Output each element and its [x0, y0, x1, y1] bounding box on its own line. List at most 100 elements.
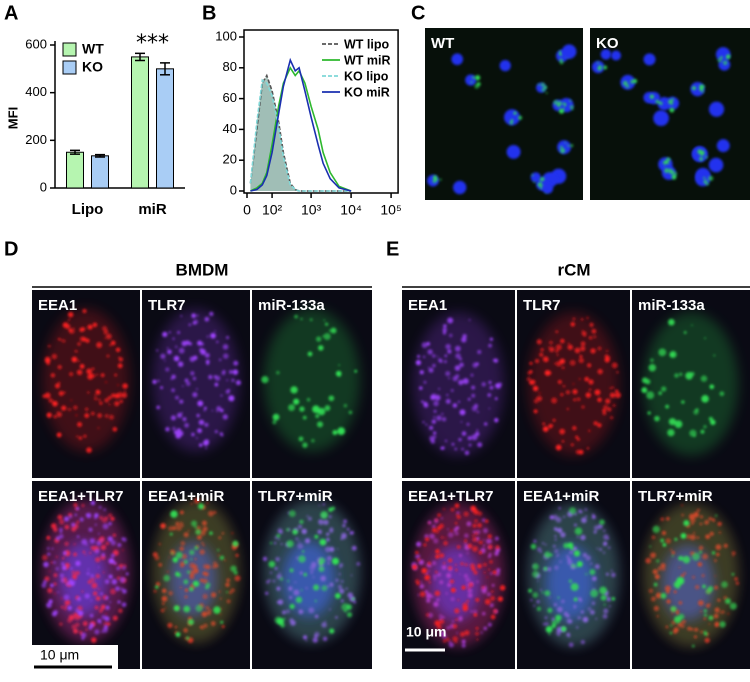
- puncta: [681, 400, 685, 404]
- puncta: [464, 450, 470, 456]
- puncta: [184, 422, 189, 428]
- puncta: [529, 380, 534, 385]
- puncta: [53, 415, 57, 419]
- puncta: [184, 379, 187, 382]
- puncta: [669, 352, 675, 358]
- puncta: [548, 346, 550, 349]
- puncta: [438, 387, 441, 390]
- puncta: [443, 360, 447, 364]
- x-tick-label: 10²: [262, 202, 283, 218]
- puncta: [650, 358, 654, 363]
- puncta: [105, 605, 110, 610]
- puncta: [549, 340, 553, 345]
- puncta: [319, 538, 327, 546]
- puncta: [656, 559, 660, 563]
- panel-letter: B: [202, 2, 216, 24]
- puncta: [488, 380, 492, 384]
- puncta: [421, 400, 424, 403]
- puncta: [450, 389, 454, 392]
- puncta: [204, 439, 210, 445]
- puncta: [572, 383, 575, 385]
- puncta: [293, 398, 300, 405]
- puncta: [709, 384, 715, 390]
- puncta: [529, 361, 533, 365]
- puncta: [670, 624, 673, 627]
- panel-title: rCM: [557, 260, 590, 279]
- puncta: [113, 561, 117, 565]
- puncta: [110, 340, 116, 346]
- puncta: [575, 449, 581, 455]
- puncta: [593, 421, 598, 426]
- puncta: [562, 384, 566, 388]
- puncta: [433, 409, 437, 413]
- signal: [596, 61, 608, 71]
- puncta: [510, 119, 514, 122]
- puncta: [331, 557, 339, 565]
- puncta: [197, 400, 204, 407]
- puncta: [42, 394, 47, 398]
- puncta: [567, 342, 570, 345]
- puncta: [160, 353, 166, 359]
- puncta: [59, 530, 63, 534]
- puncta: [717, 58, 722, 63]
- puncta: [97, 426, 100, 430]
- puncta: [699, 157, 704, 161]
- puncta: [75, 560, 81, 567]
- puncta: [121, 537, 125, 541]
- puncta: [615, 389, 619, 393]
- puncta: [532, 570, 540, 578]
- puncta: [110, 553, 115, 558]
- puncta: [115, 347, 121, 353]
- y-tick-label: 200: [25, 132, 47, 147]
- puncta: [323, 332, 331, 341]
- puncta: [117, 543, 122, 547]
- puncta: [98, 532, 100, 535]
- puncta: [477, 523, 482, 528]
- puncta: [560, 393, 564, 397]
- puncta: [67, 407, 72, 412]
- puncta: [691, 552, 700, 561]
- puncta: [73, 327, 75, 329]
- puncta: [221, 434, 224, 437]
- nucleus: [620, 74, 636, 90]
- puncta: [676, 577, 685, 585]
- nucleus: [708, 157, 724, 173]
- puncta: [295, 596, 303, 604]
- puncta: [435, 530, 440, 534]
- nucleus: [506, 144, 521, 159]
- puncta: [217, 548, 220, 552]
- puncta: [561, 366, 565, 370]
- puncta: [495, 545, 500, 550]
- puncta: [715, 514, 718, 517]
- puncta: [603, 404, 609, 410]
- puncta: [490, 614, 496, 620]
- puncta: [603, 603, 606, 606]
- puncta: [104, 337, 106, 340]
- haze: [413, 312, 504, 456]
- signal: [717, 54, 731, 66]
- puncta: [449, 333, 453, 338]
- puncta: [205, 359, 210, 364]
- puncta: [661, 386, 667, 392]
- puncta: [173, 605, 180, 612]
- puncta: [435, 570, 438, 574]
- puncta: [325, 322, 329, 326]
- puncta: [535, 397, 538, 399]
- signal: [662, 157, 671, 168]
- puncta: [171, 388, 175, 393]
- puncta: [576, 397, 581, 402]
- puncta: [170, 510, 178, 518]
- signal: [41, 500, 129, 640]
- puncta: [669, 107, 675, 113]
- puncta: [317, 407, 326, 416]
- puncta: [559, 52, 563, 56]
- puncta: [44, 357, 51, 364]
- puncta: [300, 589, 303, 592]
- puncta: [532, 385, 539, 392]
- puncta: [90, 500, 96, 506]
- puncta: [211, 409, 214, 412]
- puncta: [466, 422, 470, 426]
- puncta: [109, 601, 112, 604]
- puncta: [439, 178, 442, 181]
- puncta: [427, 521, 431, 525]
